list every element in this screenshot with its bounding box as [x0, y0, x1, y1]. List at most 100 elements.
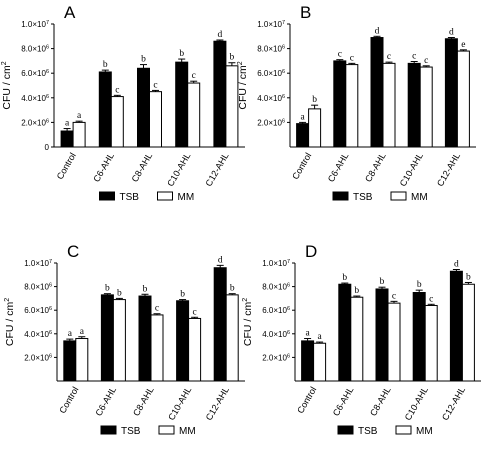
significance-label: e [461, 40, 465, 50]
bar-tsb-c8-ahl [138, 295, 152, 382]
y-tick-mantissa: 4.0×10 [24, 330, 49, 339]
legend-swatch-mm [157, 191, 173, 201]
y-tick-label: 4.0×106 [24, 330, 52, 339]
significance-label: b [179, 49, 184, 59]
bar-tsb-c6-ahl [100, 294, 114, 382]
significance-label: d [218, 255, 223, 265]
y-axis-label: CFU / cm2 [242, 298, 254, 346]
y-tick-exponent: 6 [287, 283, 290, 289]
bar-mm-c10-ahl [419, 66, 433, 148]
significance-label: b [230, 284, 235, 294]
y-tick-mantissa: 6.0×10 [21, 69, 46, 78]
significance-label: b [143, 284, 148, 294]
bar-tsb-c6-ahl [98, 71, 112, 148]
y-tick-label: 6.0×106 [21, 69, 49, 78]
y-tick-exponent: 6 [287, 353, 290, 359]
y-tick-label: 1.0×107 [257, 20, 285, 29]
bar-mm-c8-ahl [387, 302, 401, 382]
bar-mm-c6-ahl [112, 299, 126, 382]
y-axis-label: CFU / cm2 [237, 61, 249, 109]
legend-label-mm: MM [178, 192, 195, 203]
y-axis-label-text: CFU / cm [242, 302, 254, 347]
panel-letter: C [67, 242, 79, 261]
panel-letter: A [64, 3, 76, 22]
significance-label: b [105, 284, 110, 294]
y-tick-label: 1.0×107 [21, 20, 49, 29]
bar-tsb-control [301, 340, 315, 382]
bar-mm-c10-ahl [187, 82, 201, 148]
bar-tsb-c8-ahl [375, 288, 389, 382]
bar-tsb-c12-ahl [444, 38, 458, 148]
y-tick-mantissa: 6.0×10 [24, 306, 49, 315]
y-tick-label: 2.0×106 [24, 353, 52, 362]
y-tick-mantissa: 1.0×10 [262, 259, 287, 268]
x-category-label: C8-AHL [130, 151, 155, 184]
significance-label: a [68, 329, 73, 339]
legend-label-tsb: TSB [353, 192, 373, 203]
significance-label: d [454, 259, 459, 269]
x-category-label: C10-AHL [166, 385, 193, 422]
y-tick-label: 4.0×106 [257, 94, 285, 103]
y-tick-exponent: 6 [46, 69, 49, 75]
significance-label: b [117, 288, 122, 298]
significance-label: c [338, 50, 342, 60]
y-axis-label-text: CFU / cm [237, 65, 249, 110]
y-tick-exponent: 7 [287, 259, 290, 265]
y-tick-mantissa: 1.0×10 [24, 259, 49, 268]
x-category-label: C12-AHL [435, 151, 462, 188]
y-axis-label-text: CFU / cm [4, 302, 16, 347]
y-tick-mantissa: 8.0×10 [262, 283, 287, 292]
bar-mm-control [75, 338, 89, 382]
significance-label: a [317, 332, 322, 342]
x-category-label: C8-AHL [363, 151, 388, 184]
y-tick-label: 0 [45, 143, 50, 152]
bar-tsb-c12-ahl [213, 40, 227, 148]
y-tick-exponent: 6 [49, 283, 52, 289]
significance-label: b [103, 60, 108, 70]
significance-label: d [375, 26, 380, 36]
significance-label: b [230, 53, 235, 63]
significance-label: c [350, 53, 354, 63]
legend-swatch-mm [390, 191, 407, 201]
y-tick-label: 6.0×106 [24, 306, 52, 315]
y-tick-mantissa: 4.0×10 [262, 330, 287, 339]
y-tick-mantissa: 8.0×10 [21, 45, 46, 54]
legend-swatch-tsb [100, 425, 117, 435]
x-category-label: C10-AHL [403, 385, 430, 422]
significance-label: d [449, 28, 454, 38]
y-tick-exponent: 6 [282, 94, 285, 100]
y-tick-label: 6.0×106 [262, 306, 290, 315]
y-axis-label: CFU / cm2 [1, 61, 13, 109]
significance-label: c [115, 85, 119, 95]
significance-label: b [354, 286, 359, 296]
y-tick-mantissa: 2.0×10 [262, 353, 287, 362]
legend-label-tsb: TSB [121, 426, 141, 437]
bar-tsb-c10-ahl [407, 62, 421, 148]
y-tick-exponent: 6 [46, 94, 49, 100]
bar-mm-c10-ahl [424, 304, 438, 382]
x-category-label: C8-AHL [131, 385, 156, 418]
bar-tsb-control [60, 130, 74, 148]
significance-label: b [466, 272, 471, 282]
significance-label: a [77, 111, 82, 121]
legend-label-tsb: TSB [358, 426, 378, 437]
y-axis-label-superscript: 2 [1, 61, 8, 65]
significance-label: c [153, 80, 157, 90]
y-tick-exponent: 6 [287, 330, 290, 336]
y-axis-label-superscript: 2 [4, 298, 11, 302]
y-tick-mantissa: 6.0×10 [257, 69, 282, 78]
y-tick-exponent: 7 [282, 20, 285, 26]
y-tick-exponent: 6 [287, 306, 290, 312]
y-tick-exponent: 6 [46, 45, 49, 51]
y-tick-mantissa: 6.0×10 [262, 306, 287, 315]
significance-label: c [412, 52, 416, 62]
x-category-label: C10-AHL [398, 151, 425, 188]
y-tick-mantissa: 4.0×10 [257, 94, 282, 103]
y-tick-label: 1.0×107 [24, 259, 52, 268]
bar-tsb-c10-ahl [175, 61, 189, 148]
y-tick-label: 6.0×106 [257, 69, 285, 78]
bar-tsb-c12-ahl [449, 270, 463, 382]
x-category-label: C12-AHL [204, 385, 231, 422]
